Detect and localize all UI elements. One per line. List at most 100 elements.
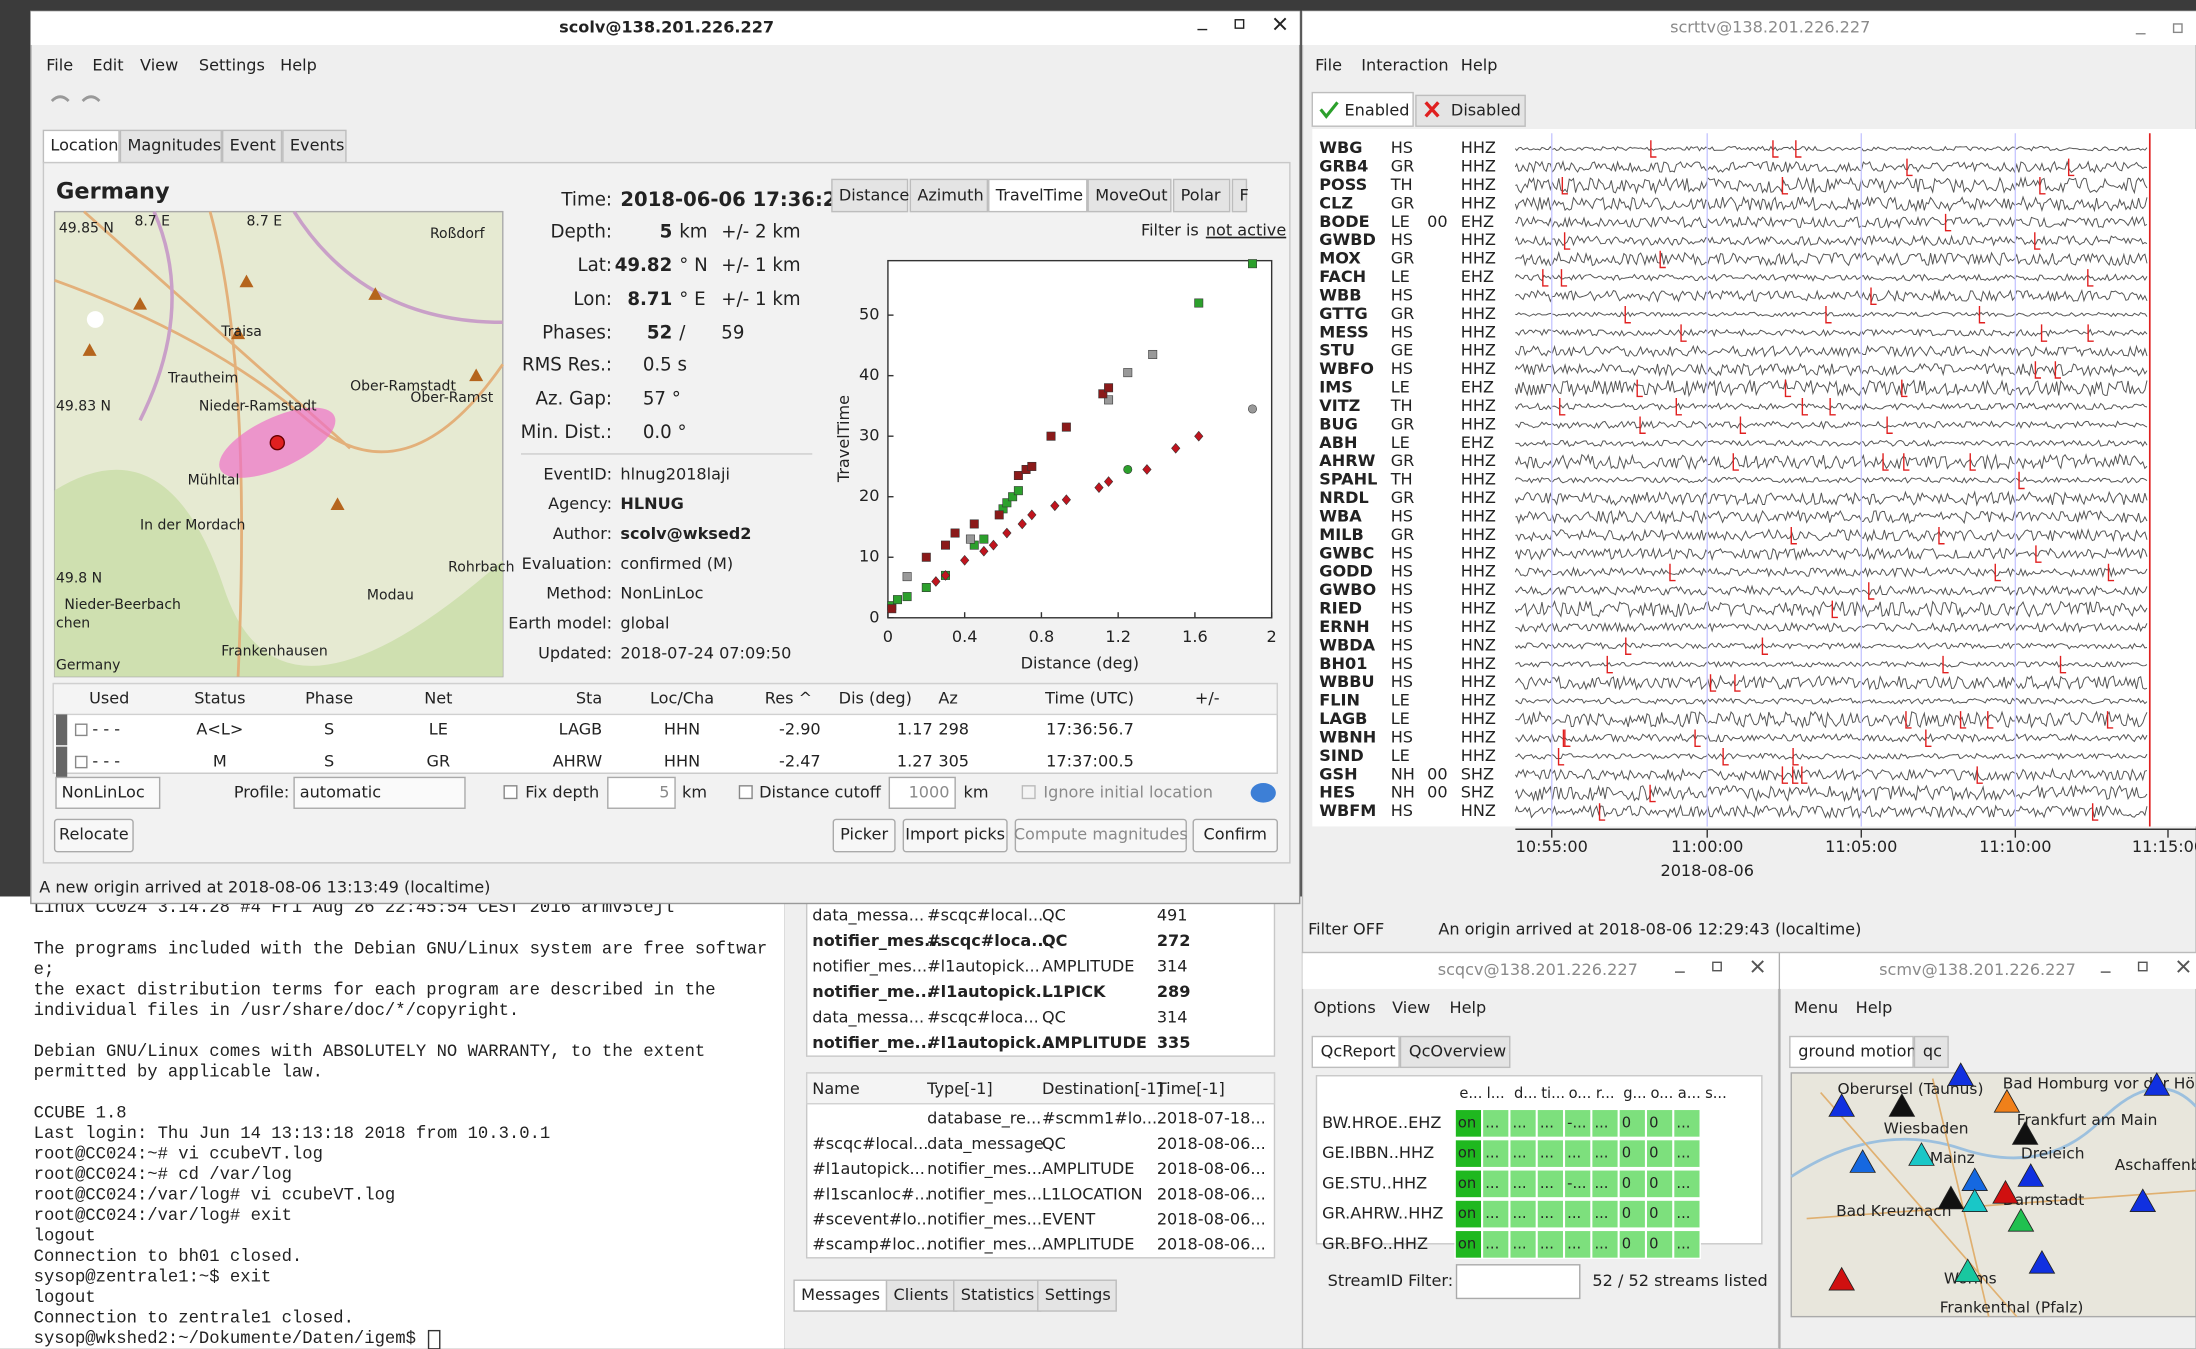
- time-axis-date: 2018-08-06: [1660, 861, 1754, 880]
- menu-item[interactable]: Help: [1856, 998, 1893, 1017]
- menu-item[interactable]: View: [1392, 998, 1430, 1017]
- qc-value: ...: [1594, 1175, 1608, 1192]
- channel-code: SHZ: [1461, 764, 1494, 783]
- tab-label[interactable]: Events: [290, 135, 345, 154]
- station-code: POSS: [1319, 175, 1367, 194]
- station-code: WBA: [1319, 506, 1362, 525]
- column-header: Time (UTC): [1044, 689, 1134, 708]
- place-label: Mainz: [1930, 1149, 1975, 1167]
- map-label: 49.8 N: [56, 571, 102, 587]
- connection-cell: notifier_mes...: [927, 1159, 1042, 1179]
- tab-label[interactable]: Azimuth: [917, 186, 983, 205]
- menu-item[interactable]: Help: [1461, 55, 1498, 74]
- queue-cell: 491: [1157, 906, 1188, 925]
- x-tick-label: 0: [883, 627, 893, 646]
- checkbox[interactable]: [1022, 786, 1035, 799]
- checkbox[interactable]: [76, 756, 87, 767]
- input-value[interactable]: 1000: [909, 782, 950, 801]
- filter-link[interactable]: not active: [1206, 221, 1286, 240]
- menu-item[interactable]: File: [1315, 55, 1342, 74]
- network-code: HS: [1391, 543, 1413, 562]
- origin-value: 0.0 °: [643, 422, 687, 443]
- button-label[interactable]: Confirm: [1204, 824, 1267, 843]
- menu-item[interactable]: View: [140, 55, 178, 74]
- tab-label[interactable]: Location: [50, 135, 118, 154]
- stream-id: GR.BFO..HHZ: [1322, 1234, 1428, 1253]
- button-label[interactable]: Compute magnitudes: [1014, 824, 1188, 843]
- tab-label[interactable]: Messages: [801, 1285, 880, 1304]
- control-label[interactable]: Ignore initial location: [1043, 782, 1213, 801]
- station-code: GSH: [1319, 764, 1357, 783]
- status-bar: An origin arrived at 2018-08-06 12:29:43…: [1438, 920, 1861, 939]
- map-label: 8.7 E: [246, 213, 282, 229]
- menu-item[interactable]: Menu: [1794, 998, 1838, 1017]
- checkbox[interactable]: [76, 724, 87, 735]
- channel-code: HHZ: [1461, 617, 1496, 636]
- checkbox[interactable]: [504, 786, 517, 799]
- station-code: GWBO: [1319, 580, 1376, 599]
- combo-value[interactable]: NonLinLoc: [62, 782, 145, 801]
- button-label[interactable]: Picker: [840, 824, 888, 843]
- column-header: Status: [194, 689, 245, 708]
- tab-label[interactable]: qc: [1923, 1041, 1942, 1060]
- qc-value: on: [1458, 1145, 1476, 1162]
- qc-value: ...: [1676, 1114, 1690, 1131]
- pick-point: [888, 604, 896, 612]
- terminal-line: logout: [34, 1289, 96, 1308]
- filter-input[interactable]: [1457, 1265, 1580, 1299]
- tab-label[interactable]: Statistics: [961, 1285, 1035, 1304]
- button-label[interactable]: Import picks: [905, 824, 1005, 843]
- network-code: TH: [1390, 470, 1413, 489]
- terminal-line: The programs included with the Debian GN…: [34, 940, 768, 959]
- channel-code: HHZ: [1461, 157, 1496, 176]
- tab-label[interactable]: ground motion: [1798, 1041, 1916, 1060]
- row-marker: [56, 714, 67, 745]
- channel-code: HHZ: [1461, 580, 1496, 599]
- menu-item[interactable]: Help: [1450, 998, 1487, 1017]
- channel-code: HHZ: [1461, 672, 1496, 691]
- map-label: Rohrbach: [448, 559, 514, 575]
- checkbox[interactable]: [739, 786, 752, 799]
- info-value: NonLinLoc: [620, 584, 703, 603]
- tab-label[interactable]: Event: [230, 135, 276, 154]
- combo-value[interactable]: automatic: [300, 782, 381, 801]
- channel-code: HHZ: [1461, 543, 1496, 562]
- control-label[interactable]: Fix depth: [525, 782, 599, 801]
- network-code: GE: [1391, 341, 1414, 360]
- info-label: Evaluation:: [522, 554, 612, 573]
- channel-code: HHZ: [1461, 341, 1496, 360]
- column-header: a...: [1678, 1085, 1701, 1102]
- menu-item[interactable]: Interaction: [1361, 55, 1448, 74]
- menu-item[interactable]: Settings: [199, 55, 265, 74]
- control-label[interactable]: Distance cutoff: [759, 782, 882, 801]
- network-code: HS: [1391, 322, 1413, 341]
- menu-item[interactable]: Help: [280, 55, 317, 74]
- tab-label[interactable]: Settings: [1045, 1285, 1111, 1304]
- tab-label[interactable]: MoveOut: [1095, 186, 1167, 205]
- tab-label[interactable]: Clients: [894, 1285, 949, 1304]
- qc-value: ...: [1567, 1205, 1581, 1222]
- menu-item[interactable]: File: [46, 55, 73, 74]
- tab-label[interactable]: TravelTime: [995, 186, 1083, 205]
- tab-label[interactable]: Distance: [839, 186, 909, 205]
- tab-label[interactable]: Polar: [1181, 186, 1221, 205]
- terminal-line: root@CC024:~# vi ccubeVT.log: [34, 1145, 323, 1164]
- tab-label[interactable]: QcReport: [1321, 1041, 1396, 1060]
- menu-item[interactable]: Options: [1314, 998, 1376, 1017]
- tab-label[interactable]: Disabled: [1451, 100, 1521, 119]
- menu-item[interactable]: Edit: [92, 55, 123, 74]
- qc-value: ...: [1594, 1114, 1608, 1131]
- origin-label: Time:: [560, 189, 612, 210]
- queue-cell: AMPLITUDE: [1042, 957, 1134, 976]
- button-label[interactable]: Relocate: [59, 824, 129, 843]
- channel-code: HHZ: [1461, 414, 1496, 433]
- input-value[interactable]: 5: [659, 782, 669, 801]
- tab-label[interactable]: Magnitudes: [127, 135, 221, 154]
- tab-label[interactable]: QcOverview: [1409, 1041, 1506, 1060]
- column-header: Az: [938, 689, 957, 708]
- connection-cell: AMPLITUDE: [1042, 1159, 1134, 1178]
- station-code: BUG: [1319, 414, 1358, 433]
- qc-value: 0: [1649, 1235, 1658, 1252]
- tab-label[interactable]: F: [1239, 186, 1248, 205]
- tab-label[interactable]: Enabled: [1344, 100, 1409, 119]
